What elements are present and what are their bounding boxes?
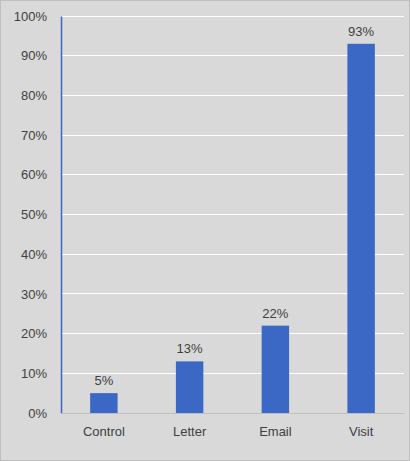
- y-tick-label: 80%: [21, 88, 47, 103]
- data-label: 13%: [177, 341, 203, 356]
- plot: 0% 10% 20% 30% 40% 50% 60% 70% 80% 90% 100% Control…: [14, 9, 405, 440]
- x-tick: Letter: [173, 424, 207, 439]
- y-tick-label: 90%: [21, 48, 47, 63]
- y-tick-label: 10%: [21, 366, 47, 381]
- data-label: 93%: [348, 24, 374, 39]
- x-tick-label: Visit: [349, 424, 374, 439]
- y-tick: 80%: [21, 88, 61, 103]
- bars: [90, 44, 375, 413]
- y-tick-label: 50%: [21, 207, 47, 222]
- y-axis: 0% 10% 20% 30% 40% 50% 60% 70% 80% 90% 100%: [14, 9, 62, 421]
- y-tick: 70%: [21, 128, 61, 143]
- x-tick-label: Letter: [173, 424, 207, 439]
- bar: [176, 361, 203, 413]
- y-axis-line: [61, 17, 63, 414]
- x-tick: Visit: [349, 424, 374, 439]
- y-tick: 100%: [14, 9, 61, 24]
- x-axis: Control Letter Email Visit: [62, 414, 405, 440]
- y-tick: 60%: [21, 167, 61, 182]
- data-label: 5%: [94, 373, 113, 388]
- bar: [347, 44, 374, 413]
- x-tick: Control: [83, 424, 125, 439]
- bar: [90, 393, 117, 413]
- y-tick: 90%: [21, 48, 61, 63]
- y-tick-label: 100%: [14, 9, 48, 24]
- x-axis-line: [62, 413, 405, 414]
- data-labels: 5% 13% 22% 93%: [94, 24, 374, 388]
- y-tick-label: 40%: [21, 247, 47, 262]
- y-tick: 0%: [28, 406, 61, 421]
- y-tick: 10%: [21, 366, 61, 381]
- x-tick-label: Control: [83, 424, 125, 439]
- y-tick: 20%: [21, 326, 61, 341]
- y-tick: 40%: [21, 247, 61, 262]
- background: [1, 1, 410, 461]
- y-tick-label: 0%: [28, 406, 47, 421]
- x-tick: Email: [259, 424, 292, 439]
- y-tick-label: 20%: [21, 326, 47, 341]
- y-tick-label: 70%: [21, 128, 47, 143]
- y-tick: 50%: [21, 207, 61, 222]
- x-tick-label: Email: [259, 424, 292, 439]
- y-tick-label: 30%: [21, 287, 47, 302]
- data-label: 22%: [262, 306, 288, 321]
- bar: [262, 326, 289, 413]
- grid-line: [61, 16, 404, 17]
- y-tick: 30%: [21, 287, 61, 302]
- grid: [61, 16, 404, 413]
- y-tick-label: 60%: [21, 167, 47, 182]
- chart: 0% 10% 20% 30% 40% 50% 60% 70% 80% 90% 100% Control…: [0, 0, 410, 461]
